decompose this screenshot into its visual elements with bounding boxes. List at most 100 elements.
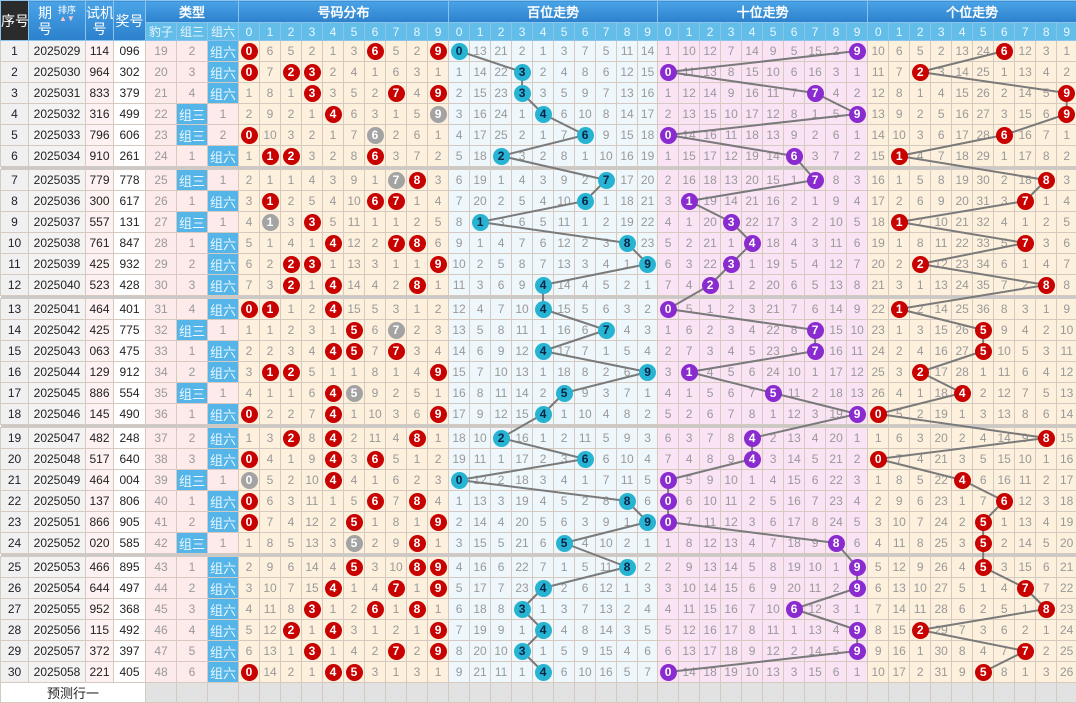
ge-omission: 8: [1001, 302, 1008, 316]
dist-omission: 3: [393, 149, 400, 163]
bai-cell: 13: [617, 83, 638, 104]
bai-cell: 3: [533, 170, 554, 191]
ge-omission: 16: [892, 644, 905, 658]
dist-hit-ball: 0: [241, 514, 258, 531]
ge-omission: 4: [917, 452, 924, 466]
dist-omission: 14: [347, 278, 360, 292]
bai-cell: 17: [638, 104, 658, 125]
dist-omission: 1: [372, 473, 379, 487]
shi-omission: 3: [854, 173, 861, 187]
sort-button[interactable]: 排序 ▲▼: [58, 5, 76, 23]
bai-cell: 5: [470, 320, 491, 341]
dist-cell: 4: [323, 470, 344, 491]
dist-cell: 8: [344, 146, 365, 167]
shi-omission: 15: [682, 149, 695, 163]
dist-hit-ball: 9: [430, 406, 447, 423]
shi-omission: 8: [707, 452, 714, 466]
shi-omission: 20: [766, 278, 779, 292]
dist-cell: 5: [386, 41, 407, 62]
row-seq: 23: [1, 512, 29, 533]
row-baozi: 35: [146, 383, 177, 404]
bai-cell: 7: [512, 233, 533, 254]
shi-cell: 1: [847, 662, 868, 683]
ge-cell: 5: [868, 557, 889, 578]
ge-cell: 1: [973, 578, 994, 599]
shi-cell: 10: [763, 62, 784, 83]
ge-cell: 4: [868, 533, 889, 554]
dist-cell: 3: [281, 212, 302, 233]
shi-omission: 13: [682, 644, 695, 658]
shi-hit-ball: 9: [849, 559, 866, 576]
row-zu6: 1: [208, 383, 239, 404]
shi-cell: 10: [805, 557, 826, 578]
shi-cell: 14: [700, 83, 721, 104]
row-zu3: 2: [177, 428, 208, 449]
dist-omission: 4: [435, 494, 442, 508]
dist-cell: 4: [386, 428, 407, 449]
bai-omission: 18: [620, 194, 633, 208]
bai-cell: 8: [617, 233, 638, 254]
bai-cell: 5: [533, 512, 554, 533]
bai-omission: 7: [456, 623, 463, 637]
bai-omission: 2: [540, 149, 547, 163]
dist-cell: 11: [260, 599, 281, 620]
ge-omission: 29: [976, 149, 989, 163]
shi-cell: 2: [805, 125, 826, 146]
dist-omission: 3: [288, 344, 295, 358]
bai-omission: 4: [644, 344, 651, 358]
shi-omission: 2: [665, 344, 672, 358]
ge-cell: 1: [994, 62, 1015, 83]
ge-cell: 8: [1036, 146, 1057, 167]
row-zu6: 组六: [208, 491, 239, 512]
dist-omission: 1: [309, 665, 316, 679]
ge-cell: 13: [1057, 383, 1076, 404]
shi-omission: 2: [749, 494, 756, 508]
bai-cell: 12: [617, 62, 638, 83]
bai-omission: 16: [515, 431, 528, 445]
row-draw-number: 912: [114, 362, 146, 383]
shi-cell: 19: [826, 404, 847, 425]
bai-cell: 7: [596, 470, 617, 491]
ge-omission: 12: [871, 86, 884, 100]
shi-cell: 6: [784, 275, 805, 296]
ge-cell: 16: [931, 341, 952, 362]
dist-cell: 0: [239, 470, 260, 491]
ge-cell: 10: [931, 212, 952, 233]
bai-omission: 12: [494, 407, 507, 421]
bai-omission: 2: [456, 86, 463, 100]
ge-omission: 13: [955, 44, 968, 58]
col-issue-header[interactable]: 期 号 排序 ▲▼: [29, 1, 86, 41]
bai-cell: 1: [617, 578, 638, 599]
shi-omission: 2: [812, 215, 819, 229]
row-zu3: 1: [177, 191, 208, 212]
ge-cell: 7: [1036, 125, 1057, 146]
ge-omission: 14: [955, 65, 968, 79]
row-zu6: 组六: [208, 428, 239, 449]
shi-omission: 9: [728, 86, 735, 100]
dist-cell: 4: [323, 449, 344, 470]
ge-cell: 6: [889, 41, 910, 62]
ge-cell: 7: [1015, 383, 1036, 404]
dist-cell: 2: [386, 620, 407, 641]
shi-hit-ball: 0: [660, 493, 677, 510]
ge-omission: 3: [1001, 194, 1008, 208]
shi-omission: 14: [724, 194, 737, 208]
ge-omission: 8: [1063, 278, 1070, 292]
bai-omission: 6: [540, 536, 547, 550]
bai-omission: 5: [603, 431, 610, 445]
bai-omission: 12: [452, 302, 465, 316]
ge-omission: 19: [934, 407, 947, 421]
ge-omission: 3: [938, 65, 945, 79]
shi-cell: 16: [700, 125, 721, 146]
shi-omission: 7: [686, 515, 693, 529]
ge-omission: 3: [917, 323, 924, 337]
dist-omission: 8: [393, 515, 400, 529]
shi-cell: 0: [658, 512, 679, 533]
row-baozi: 25: [146, 170, 177, 191]
bai-cell: 9: [617, 428, 638, 449]
ge-omission: 15: [871, 149, 884, 163]
